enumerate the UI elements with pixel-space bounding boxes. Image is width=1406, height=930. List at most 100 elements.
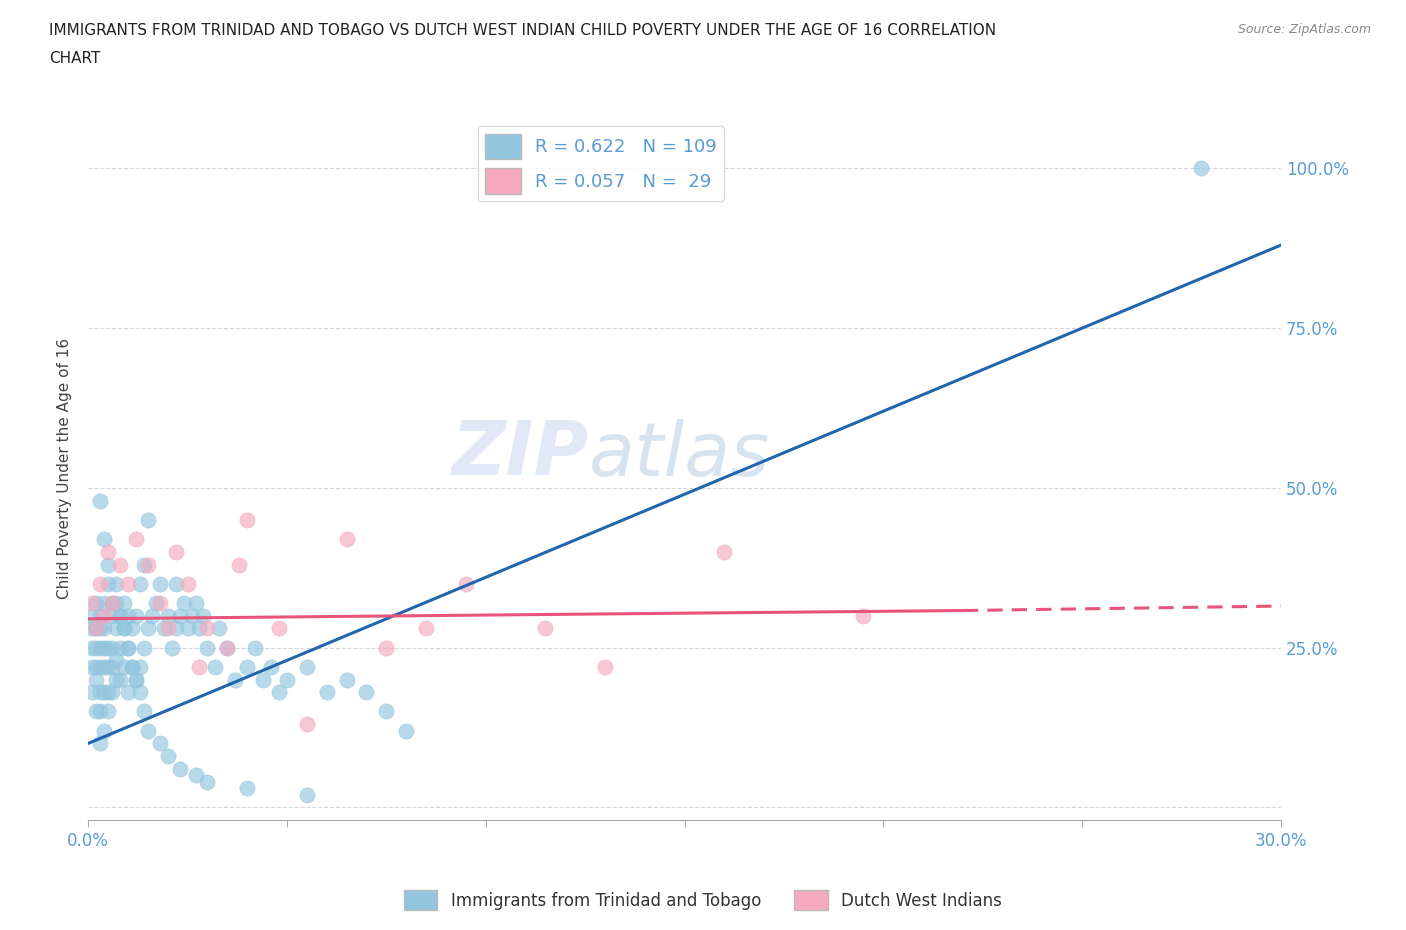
Point [104, 621, 127, 636]
Point [84, 621, 107, 636]
Point [197, 621, 219, 636]
Point [97, 684, 120, 699]
Point [165, 577, 187, 591]
Point [152, 621, 174, 636]
Point [128, 684, 150, 699]
Point [112, 621, 135, 636]
Point [108, 640, 131, 655]
Point [224, 672, 246, 687]
Point [84, 704, 107, 719]
Point [97, 640, 120, 655]
Point [121, 659, 143, 674]
Point [267, 684, 290, 699]
Point [176, 577, 198, 591]
Point [93, 595, 115, 610]
Point [454, 577, 477, 591]
Point [136, 621, 159, 636]
Point [93, 640, 115, 655]
Point [252, 672, 274, 687]
Point [117, 640, 139, 655]
Point [97, 704, 120, 719]
Point [93, 621, 115, 636]
Point [193, 608, 215, 623]
Point [101, 595, 124, 610]
Point [84, 640, 107, 655]
Point [84, 621, 107, 636]
Point [89, 704, 111, 719]
Point [165, 544, 187, 559]
Point [108, 608, 131, 623]
Point [82, 621, 104, 636]
Point [295, 659, 318, 674]
Point [84, 659, 107, 674]
Point [276, 672, 298, 687]
Point [104, 653, 127, 668]
Point [336, 532, 359, 547]
Point [132, 640, 155, 655]
Point [104, 672, 127, 687]
Point [89, 621, 111, 636]
Point [356, 684, 378, 699]
Point [97, 544, 120, 559]
Text: ZIP: ZIP [451, 418, 589, 491]
Point [315, 684, 337, 699]
Point [121, 659, 143, 674]
Point [169, 762, 191, 777]
Point [82, 684, 104, 699]
Point [295, 787, 318, 802]
Point [180, 608, 202, 623]
Point [121, 621, 143, 636]
Point [82, 595, 104, 610]
Point [375, 704, 398, 719]
Text: CHART: CHART [49, 51, 101, 66]
Point [125, 532, 148, 547]
Point [97, 557, 120, 572]
Point [128, 659, 150, 674]
Point [208, 621, 231, 636]
Point [169, 608, 191, 623]
Point [160, 640, 183, 655]
Point [89, 577, 111, 591]
Point [84, 672, 107, 687]
Text: IMMIGRANTS FROM TRINIDAD AND TOBAGO VS DUTCH WEST INDIAN CHILD POVERTY UNDER THE: IMMIGRANTS FROM TRINIDAD AND TOBAGO VS D… [49, 23, 997, 38]
Point [104, 577, 127, 591]
Point [260, 659, 283, 674]
Point [156, 749, 179, 764]
Point [108, 672, 131, 687]
Point [93, 532, 115, 547]
Point [132, 704, 155, 719]
Point [125, 608, 148, 623]
Point [713, 544, 735, 559]
Point [156, 608, 179, 623]
Point [236, 780, 259, 795]
Point [336, 672, 359, 687]
Point [173, 595, 195, 610]
Point [89, 640, 111, 655]
Point [89, 493, 111, 508]
Point [89, 659, 111, 674]
Point [101, 640, 124, 655]
Point [165, 621, 187, 636]
Point [89, 736, 111, 751]
Point [267, 621, 290, 636]
Point [125, 672, 148, 687]
Point [89, 684, 111, 699]
Point [89, 608, 111, 623]
Point [117, 684, 139, 699]
Point [176, 621, 198, 636]
Point [108, 608, 131, 623]
Point [852, 608, 875, 623]
Point [117, 577, 139, 591]
Point [101, 595, 124, 610]
Point [149, 577, 172, 591]
Text: atlas: atlas [589, 418, 770, 491]
Point [101, 684, 124, 699]
Point [84, 595, 107, 610]
Point [82, 640, 104, 655]
Point [112, 595, 135, 610]
Point [204, 659, 226, 674]
Point [184, 595, 207, 610]
Point [136, 557, 159, 572]
Point [217, 640, 239, 655]
Legend: R = 0.622   N = 109, R = 0.057   N =  29: R = 0.622 N = 109, R = 0.057 N = 29 [478, 126, 724, 201]
